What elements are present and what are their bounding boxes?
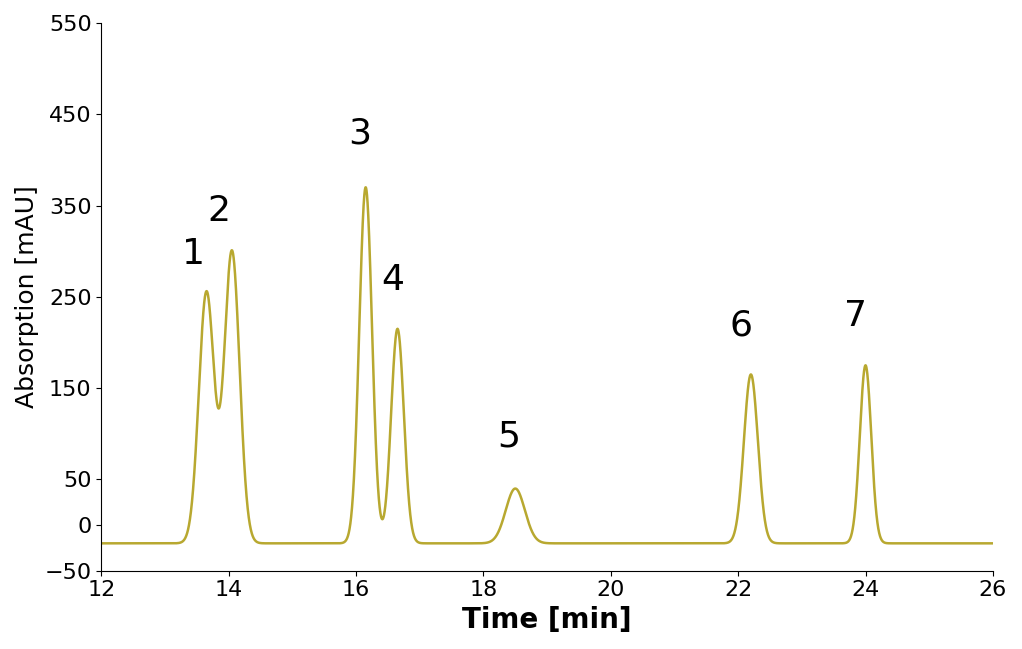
Text: 6: 6 [730, 308, 753, 343]
Text: 4: 4 [381, 263, 405, 297]
Text: 2: 2 [207, 195, 231, 228]
Text: 1: 1 [182, 238, 205, 271]
Text: 7: 7 [844, 299, 868, 334]
Text: 5: 5 [498, 420, 520, 454]
X-axis label: Time [min]: Time [min] [462, 606, 632, 634]
Y-axis label: Absorption [mAU]: Absorption [mAU] [15, 186, 39, 408]
Text: 3: 3 [347, 117, 371, 151]
